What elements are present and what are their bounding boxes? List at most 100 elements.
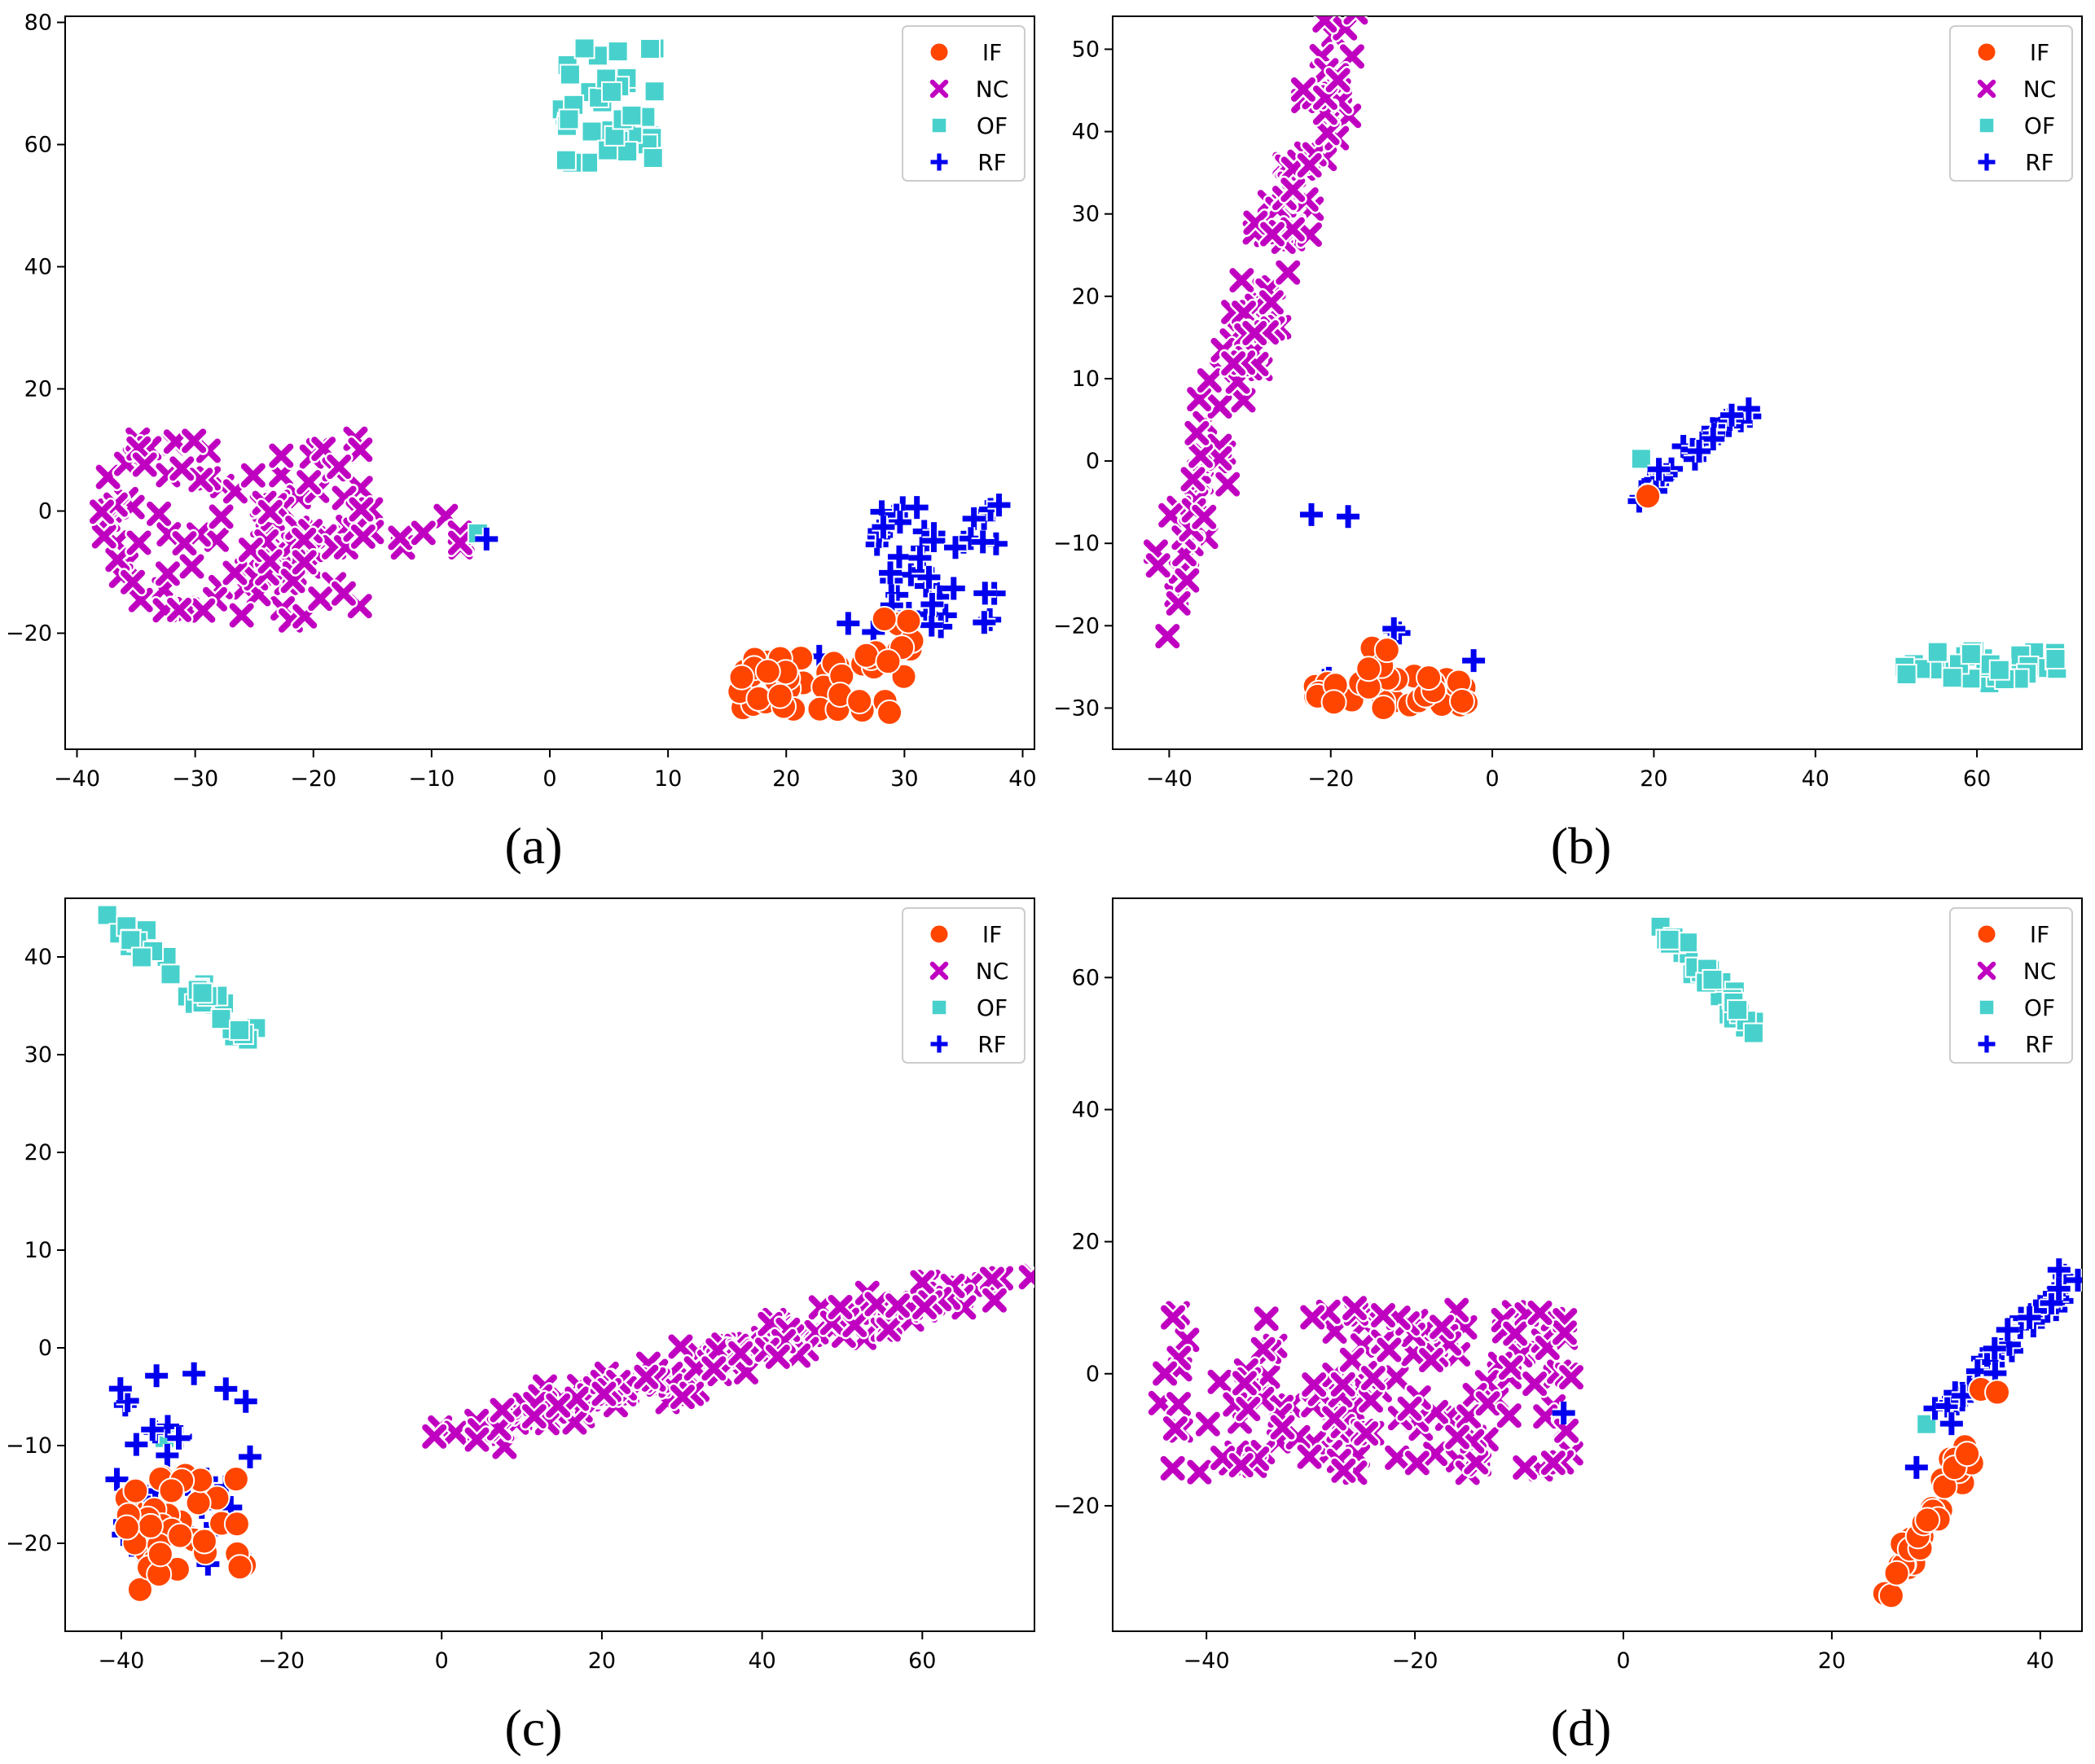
legend-marker-rf: [930, 1035, 948, 1053]
x-tick-label: 20: [588, 1648, 616, 1674]
point-if: [1355, 656, 1382, 682]
point-if: [1984, 1379, 2011, 1406]
point-nc: [305, 584, 335, 613]
point-rf: [1983, 1336, 2006, 1360]
legend: IF NC OF RF: [1949, 907, 2073, 1064]
plot-frame: [1112, 15, 2083, 750]
point-nc: [1520, 1369, 1549, 1398]
legend-marker-nc: [1975, 77, 1998, 100]
point-nc: [441, 1418, 470, 1447]
legend-box: [1949, 25, 2073, 182]
point-if: [766, 682, 793, 709]
x-tick-label: 40: [1802, 766, 1829, 792]
point-rf: [108, 1377, 132, 1401]
point-nc: [1461, 1447, 1491, 1477]
point-nc: [1213, 470, 1242, 499]
point-nc: [1298, 1303, 1327, 1332]
y-tick-label: 40: [1072, 1097, 1100, 1122]
point-of: [581, 121, 603, 143]
y-tick-label: 30: [1072, 202, 1100, 227]
y-tick-label: −20: [1053, 613, 1100, 638]
y-tick-label: 0: [1086, 449, 1100, 474]
panel-caption: (b): [1551, 817, 1612, 875]
point-rf: [837, 612, 860, 635]
point-of: [643, 81, 665, 103]
point-if: [1416, 665, 1443, 691]
point-nc: [1539, 1448, 1568, 1477]
legend-label-if: IF: [982, 921, 1002, 948]
point-rf: [125, 1433, 148, 1456]
legend-label-nc: NC: [2023, 76, 2057, 103]
point-nc: [977, 1265, 1007, 1294]
point-nc: [1341, 16, 1370, 27]
x-tick-label: −40: [98, 1648, 144, 1674]
point-nc: [446, 529, 475, 558]
point-nc: [103, 545, 132, 574]
point-nc: [1240, 318, 1269, 348]
point-nc: [589, 1380, 618, 1409]
point-if: [1370, 694, 1397, 721]
point-nc: [1295, 1442, 1324, 1472]
point-nc: [1268, 1413, 1298, 1442]
point-of: [555, 149, 577, 171]
x-tick-label: 40: [1008, 766, 1036, 792]
point-nc: [980, 1286, 1009, 1315]
point-nc: [1186, 441, 1215, 471]
x-tick-label: 60: [1963, 766, 1991, 792]
point-nc: [463, 1425, 492, 1455]
point-nc: [289, 525, 318, 555]
point-nc: [826, 1292, 855, 1322]
x-tick-label: −20: [1392, 1648, 1438, 1674]
point-if: [147, 1541, 173, 1568]
point-nc: [862, 1289, 891, 1319]
legend-marker-nc: [928, 77, 951, 100]
y-tick-label: 20: [24, 1140, 52, 1165]
point-of: [559, 64, 581, 86]
point-nc: [1526, 1298, 1555, 1327]
legend-label-of: OF: [2024, 112, 2055, 139]
point-nc: [1206, 392, 1235, 421]
point-nc: [329, 579, 358, 608]
point-rf: [971, 530, 995, 554]
point-nc: [1329, 1456, 1358, 1485]
point-nc: [345, 435, 375, 464]
x-tick-label: −20: [290, 766, 336, 792]
point-nc: [1206, 1367, 1235, 1397]
point-nc: [1153, 621, 1182, 651]
point-nc: [1158, 1454, 1188, 1483]
point-rf: [1337, 505, 1360, 529]
point-if: [1878, 1582, 1904, 1609]
point-rf: [2066, 1268, 2082, 1292]
point-of: [228, 1019, 250, 1041]
point-of: [558, 108, 580, 130]
point-of: [1960, 643, 1982, 665]
legend-label-of: OF: [977, 112, 1008, 139]
point-nc: [239, 461, 268, 490]
x-tick-label: −20: [258, 1648, 305, 1674]
point-if: [185, 1490, 212, 1516]
scatter-plot-a: −40 −30 −20 −10 0 10 20 30 40 −20 0 20 40 60 80 IF NC OF R…: [6, 11, 1037, 875]
point-nc: [144, 499, 173, 529]
point-if: [895, 608, 922, 634]
point-nc: [256, 546, 285, 576]
point-nc: [1313, 118, 1342, 147]
point-rf: [105, 1468, 129, 1491]
point-nc: [631, 1362, 661, 1392]
point-if: [745, 685, 772, 712]
legend-marker-of: [931, 117, 947, 134]
point-rf: [872, 516, 895, 539]
point-of: [1742, 1022, 1764, 1044]
point-rf: [1462, 649, 1486, 673]
point-rf: [920, 593, 944, 617]
x-tick-label: 0: [1485, 766, 1499, 792]
point-nc: [1550, 1318, 1579, 1347]
point-nc: [294, 467, 323, 497]
panel-caption: (a): [504, 817, 562, 875]
legend: IF NC OF RF: [1949, 25, 2073, 182]
point-of: [130, 946, 152, 968]
point-rf: [888, 511, 911, 534]
points-layer: [96, 904, 1034, 1603]
point-rf: [962, 507, 986, 530]
point-rf: [1702, 427, 1725, 450]
x-tick-label: 0: [435, 1648, 449, 1674]
